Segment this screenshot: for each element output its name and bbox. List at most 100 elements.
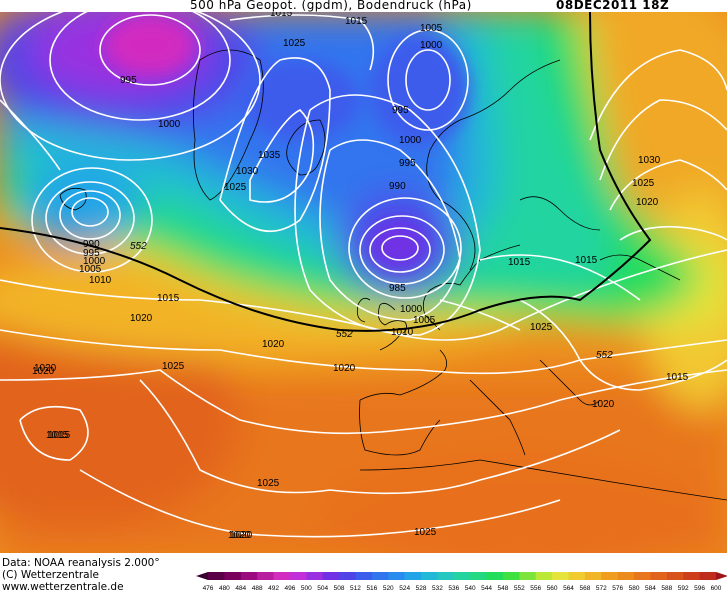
svg-text:1025: 1025 (224, 182, 247, 193)
isobar-label: 1000 (83, 256, 106, 267)
legend-swatch (421, 572, 438, 580)
legend-swatch (617, 572, 635, 580)
svg-text:1010: 1010 (89, 275, 112, 286)
isobar-label: 1020 (130, 313, 153, 324)
website-link[interactable]: www.wetterzentrale.de (2, 581, 124, 593)
isobar-label: 1000 (400, 304, 423, 315)
isobar-label: 1030 (638, 155, 661, 166)
isobar-label: 1030 (236, 166, 259, 177)
isobar-label: 995 (392, 105, 409, 116)
legend-tick-label: 592 (678, 585, 689, 592)
legend-swatch (535, 572, 553, 580)
svg-text:1020: 1020 (592, 399, 615, 410)
legend-tick-label: 520 (383, 585, 394, 592)
legend-tick-label: 540 (465, 585, 476, 592)
legend-swatch (339, 572, 356, 580)
svg-text:995: 995 (83, 248, 100, 259)
svg-text:1015: 1015 (508, 257, 531, 268)
isobar-label: 1025 (530, 322, 553, 333)
svg-text:1000: 1000 (158, 119, 181, 130)
svg-text:1005: 1005 (413, 315, 436, 326)
isobar-label: 1025 (162, 361, 185, 372)
isobar-label: 1020 (34, 363, 57, 374)
isobar-label: 1035 (258, 150, 281, 161)
isobar-label: 1000 (158, 119, 181, 130)
legend-tick-label: 560 (547, 585, 558, 592)
legend-tick-label: 552 (514, 585, 525, 592)
svg-text:1020: 1020 (230, 530, 253, 541)
legend-tick-label: 480 (219, 585, 230, 592)
svg-text:1025: 1025 (162, 361, 185, 372)
legend-swatch (273, 572, 291, 580)
svg-text:1035: 1035 (258, 150, 281, 161)
legend-tick-label: 548 (498, 585, 509, 592)
isobar-label: 1000 (399, 135, 422, 146)
legend-swatch (289, 572, 307, 580)
legend-tick-label: 488 (252, 585, 263, 592)
isobar-label: 1015 (270, 8, 293, 19)
isobar-label: 1015 (345, 16, 368, 27)
legend-swatch (355, 572, 373, 580)
svg-text:1000: 1000 (420, 40, 443, 51)
legend-tick-label: 504 (317, 585, 328, 592)
svg-text:1005: 1005 (79, 264, 102, 275)
legend-swatch (404, 572, 422, 580)
isobar-label: 1015 (48, 430, 71, 441)
legend-tick-label: 496 (285, 585, 296, 592)
svg-text:1025: 1025 (283, 38, 306, 49)
legend-tick-label: 508 (334, 585, 345, 592)
isobar-label: 1005 (79, 264, 102, 275)
legend-swatch (568, 572, 586, 580)
data-source-note: Data: NOAA reanalysis 2.000° (2, 557, 160, 569)
contour-label: 552 (596, 350, 613, 361)
svg-text:995: 995 (120, 75, 137, 86)
legend-tick-label: 572 (596, 585, 607, 592)
isobar-label: 1005 (413, 315, 436, 326)
legend-tick-label: 536 (448, 585, 459, 592)
contour-label: 552 (336, 329, 353, 340)
legend-swatch (240, 572, 258, 580)
svg-text:1000: 1000 (400, 304, 423, 315)
legend-swatch (601, 572, 619, 580)
isobar-label: 1020 (32, 366, 55, 377)
svg-text:1025: 1025 (414, 527, 437, 538)
legend-tick-label: 492 (268, 585, 279, 592)
color-legend: 476 480 484 488 492 496 500 504 508 512 516 520 524 5… (196, 572, 727, 592)
isobar-label: 1015 (508, 257, 531, 268)
copyright-note: (C) Wetterzentrale (2, 569, 99, 581)
legend-tick-label: 584 (645, 585, 656, 592)
map-title: 500 hPa Geopot. (gpdm), Bodendruck (hPa) (190, 0, 472, 12)
isobar-label: 1010 (89, 275, 112, 286)
legend-tick-label: 576 (612, 585, 623, 592)
svg-text:990: 990 (83, 239, 100, 250)
isobar-label: 1015 (575, 255, 598, 266)
isobar-label: 1020 (262, 339, 285, 350)
legend-swatch (584, 572, 602, 580)
legend-swatch (208, 572, 225, 580)
geopotential-shading (0, 12, 727, 553)
legend-swatch (257, 572, 275, 580)
isobar-label: 1025 (632, 178, 655, 189)
svg-text:1020: 1020 (262, 339, 285, 350)
isobar-label: 1025 (414, 527, 437, 538)
svg-text:1020: 1020 (228, 530, 251, 541)
legend-swatch (519, 572, 537, 580)
isobar-label: 1000 (420, 40, 443, 51)
isobar-label: 1015 (46, 430, 69, 441)
isobar-label: 995 (399, 158, 416, 169)
legend-swatch (224, 572, 242, 580)
legend-tick-label: 512 (350, 585, 361, 592)
svg-text:1030: 1030 (638, 155, 661, 166)
svg-text:1015: 1015 (270, 8, 293, 19)
legend-tick-label: 484 (235, 585, 246, 592)
legend-tick-label: 580 (629, 585, 640, 592)
isobar-label: 1020 (230, 530, 253, 541)
svg-text:995: 995 (392, 105, 409, 116)
legend-tick-label: 568 (579, 585, 590, 592)
legend-swatch (486, 572, 504, 580)
svg-text:1025: 1025 (530, 322, 553, 333)
isobar-label: 1015 (157, 293, 180, 304)
legend-swatch (470, 572, 488, 580)
